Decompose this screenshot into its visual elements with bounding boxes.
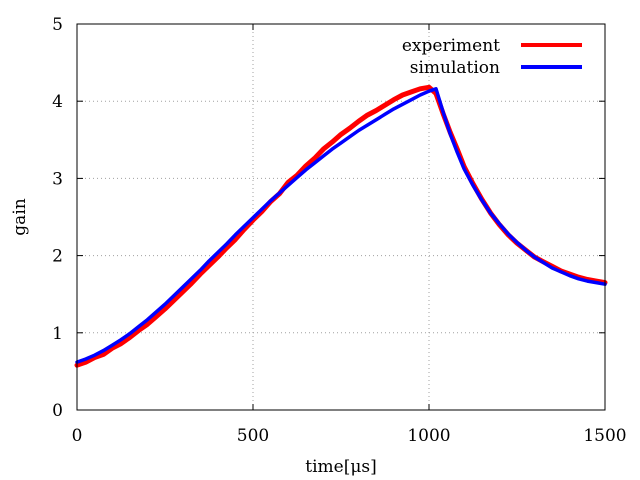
x-tick-label: 500 xyxy=(237,426,269,446)
y-tick-label: 1 xyxy=(52,324,63,344)
x-tick-label: 0 xyxy=(72,426,83,446)
x-tick-label: 1500 xyxy=(583,426,626,446)
plot-frame xyxy=(76,23,606,411)
y-tick-label: 0 xyxy=(52,401,63,421)
legend-label-simulation: simulation xyxy=(410,58,500,78)
ticks: 0 500 1000 1500 0 1 2 3 4 5 xyxy=(52,15,626,446)
x-axis-label: time[μs] xyxy=(305,457,377,477)
y-tick-label: 4 xyxy=(52,92,63,112)
y-tick-label: 5 xyxy=(52,15,63,35)
experiment-series-line xyxy=(74,84,608,368)
y-tick-label: 3 xyxy=(52,169,63,189)
x-tick-label: 1000 xyxy=(407,426,450,446)
grid xyxy=(77,24,605,410)
y-tick-label: 2 xyxy=(52,247,63,267)
simulation-series-line xyxy=(75,87,607,364)
y-axis-label: gain xyxy=(10,198,30,235)
series-layer xyxy=(74,84,608,368)
legend-label-experiment: experiment xyxy=(402,36,500,56)
